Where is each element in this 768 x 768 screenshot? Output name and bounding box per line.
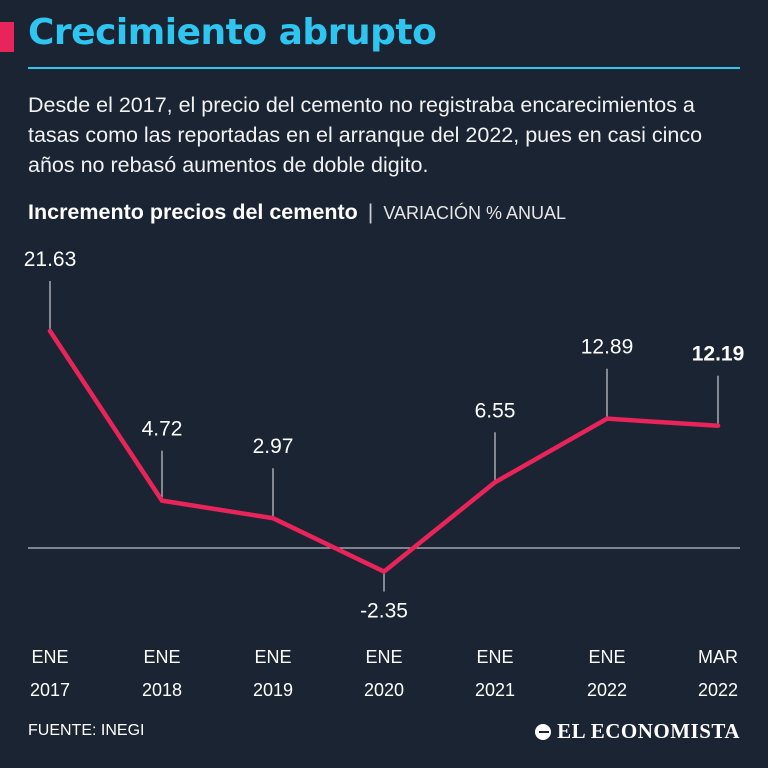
brand-name: EL ECONOMISTA [557, 719, 740, 743]
data-label: 4.72 [142, 418, 183, 441]
subtitle-separator: | [367, 200, 374, 224]
data-point [270, 516, 276, 521]
page-title: Crecimiento abrupto [28, 12, 437, 53]
chart-unit: VARIACIÓN % ANUAL [383, 203, 567, 223]
x-tick-year: 2020 [364, 680, 404, 700]
data-point [159, 498, 165, 503]
x-tick-year: 2022 [587, 680, 627, 700]
x-tick-year: 2019 [253, 680, 293, 700]
x-tick-month: ENE [143, 647, 180, 667]
chart-subtitle: Incremento precios del cemento | VARIACI… [28, 200, 566, 225]
brand-icon [535, 723, 552, 740]
data-point [381, 569, 387, 574]
x-tick-month: ENE [365, 647, 402, 667]
x-tick-month: ENE [254, 647, 291, 667]
data-point [715, 423, 721, 428]
x-tick-month: ENE [476, 647, 513, 667]
x-tick-month: ENE [31, 647, 68, 667]
data-point [604, 416, 610, 421]
accent-bar [0, 22, 14, 52]
x-tick-month: MAR [698, 647, 738, 667]
x-tick-month: ENE [588, 647, 625, 667]
data-point [492, 480, 498, 485]
data-point [47, 328, 53, 334]
data-label: 6.55 [475, 399, 516, 422]
data-label: 2.97 [253, 435, 294, 458]
series-line [47, 328, 721, 574]
x-tick-year: 2018 [142, 680, 182, 700]
intro-text: Desde el 2017, el precio del cemento no … [28, 93, 703, 177]
x-tick-year: 2017 [30, 680, 70, 700]
data-label: 12.89 [581, 336, 634, 359]
title-divider [28, 67, 740, 69]
brand-logo: EL ECONOMISTA [535, 719, 740, 744]
data-label: 12.19 [692, 343, 745, 366]
data-label: 21.63 [24, 248, 77, 271]
data-label: -2.35 [360, 600, 408, 623]
chart-title: Incremento precios del cemento [28, 200, 358, 224]
source-note: FUENTE: INEGI [28, 722, 145, 739]
x-tick-year: 2022 [698, 680, 738, 700]
x-tick-year: 2021 [475, 680, 515, 700]
